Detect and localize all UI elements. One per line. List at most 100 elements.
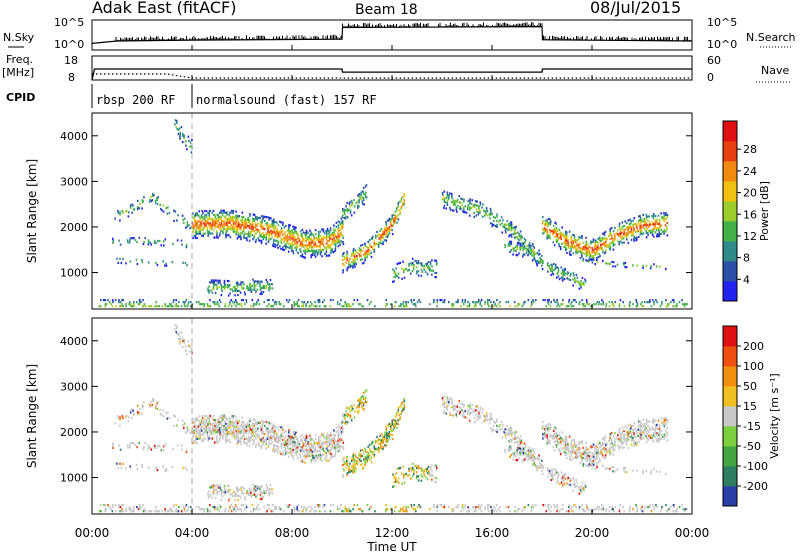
velocity-cell-405 bbox=[235, 421, 238, 424]
power-cell-2342 bbox=[594, 263, 596, 266]
power-cell-558 bbox=[265, 234, 267, 237]
power-cell-506 bbox=[255, 238, 257, 241]
power-cell-137 bbox=[179, 137, 181, 140]
power-cell-611 bbox=[274, 231, 276, 234]
velocity-cell-702 bbox=[292, 457, 295, 460]
power-cell-110 bbox=[120, 261, 123, 265]
velocity-cell-318 bbox=[220, 424, 223, 428]
velocity-cell-1859 bbox=[567, 445, 569, 448]
velocity-cell-1730 bbox=[525, 454, 528, 457]
velocity-cell-1078 bbox=[253, 487, 256, 490]
velocity-cell-2043 bbox=[612, 447, 614, 450]
power-colorbar-label-0: 4 bbox=[743, 273, 750, 286]
power-cell-2688 bbox=[344, 301, 346, 304]
velocity-cell-1469 bbox=[443, 411, 445, 415]
power-cell-987 bbox=[210, 281, 212, 284]
power-cell-1934 bbox=[585, 236, 587, 239]
power-cell-2747 bbox=[403, 305, 405, 308]
velocity-cell-1183 bbox=[362, 458, 365, 461]
power-cell-1865 bbox=[570, 253, 572, 256]
power-cell-1613 bbox=[508, 224, 510, 228]
power-cell-515 bbox=[256, 228, 259, 231]
power-cell-1383 bbox=[392, 268, 394, 271]
power-cell-1479 bbox=[446, 201, 449, 204]
velocity-cell-497 bbox=[252, 418, 255, 421]
velocity-cell-1673 bbox=[532, 450, 534, 453]
power-cell-2501 bbox=[199, 303, 201, 306]
power-cell-2664 bbox=[323, 299, 326, 302]
velocity-cell-1396 bbox=[398, 467, 400, 470]
power-cell-885 bbox=[326, 232, 328, 235]
velocity-cell-1771 bbox=[544, 425, 547, 428]
velocity-cell-602 bbox=[273, 429, 275, 432]
power-cell-1399 bbox=[401, 267, 403, 270]
power-cell-1506 bbox=[457, 204, 459, 207]
velocity-cell-805 bbox=[310, 444, 313, 447]
power-cell-1167 bbox=[356, 258, 359, 261]
velocity-cell-717 bbox=[293, 437, 296, 440]
power-cell-621 bbox=[276, 227, 278, 230]
velocity-cell-1075 bbox=[253, 493, 256, 496]
power-cell-1067 bbox=[249, 282, 251, 285]
velocity-cell-1124 bbox=[343, 461, 346, 464]
velocity-cell-1137 bbox=[348, 467, 350, 470]
power-cell-1086 bbox=[257, 280, 260, 283]
velocity-cell-506 bbox=[255, 443, 257, 446]
power-cell-229 bbox=[203, 222, 206, 225]
power-cell-471 bbox=[247, 216, 249, 219]
velocity-cell-711 bbox=[292, 430, 294, 433]
power-cell-2743 bbox=[400, 305, 402, 308]
power-cell-2197 bbox=[651, 221, 654, 224]
frequency-line bbox=[91, 68, 692, 81]
power-cell-574 bbox=[268, 233, 270, 236]
power-cell-1256 bbox=[385, 229, 388, 232]
velocity-cell-752 bbox=[301, 446, 303, 449]
power-cell-1995 bbox=[600, 245, 602, 249]
power-cell-1958 bbox=[591, 247, 594, 250]
velocity-cell-339 bbox=[225, 441, 227, 444]
velocity-cell-347 bbox=[224, 420, 227, 423]
velocity-cell-1529 bbox=[467, 408, 470, 412]
power-cell-40 bbox=[156, 198, 158, 202]
power-cell-956 bbox=[339, 243, 341, 246]
power-cell-951 bbox=[337, 230, 339, 233]
power-cell-1220 bbox=[375, 242, 377, 245]
power-cell-448 bbox=[243, 220, 245, 223]
velocity-cell-1522 bbox=[463, 405, 465, 408]
power-cell-1329 bbox=[344, 217, 347, 220]
power-cell-2116 bbox=[632, 229, 634, 233]
velocity-cell-473 bbox=[248, 440, 251, 443]
velocity-cell-1517 bbox=[461, 409, 463, 412]
velocity-cell-492 bbox=[251, 430, 254, 433]
velocity-cell-113 bbox=[129, 465, 131, 468]
power-cell-1807 bbox=[555, 234, 557, 238]
velocity-cell-1652 bbox=[521, 447, 524, 450]
power-cell-1356 bbox=[358, 205, 360, 208]
velocity-cell-1930 bbox=[585, 451, 588, 455]
velocity-cell-147 bbox=[183, 339, 185, 342]
power-cell-159 bbox=[192, 237, 194, 240]
velocity-cell-853 bbox=[319, 445, 322, 449]
power-cell-1894 bbox=[576, 247, 578, 250]
noise-panel: N.Sky 10^5 10^0 10^5 10^0 N.Search bbox=[3, 16, 796, 51]
velocity-cell-407 bbox=[235, 415, 237, 418]
power-cell-273 bbox=[211, 211, 213, 215]
power-cell-2550 bbox=[236, 303, 239, 306]
power-cell-1056 bbox=[242, 287, 245, 290]
velocity-cell-1143 bbox=[351, 465, 353, 469]
velocity-cell-1280 bbox=[391, 429, 394, 432]
power-cell-372 bbox=[229, 215, 232, 218]
power-cell-932 bbox=[334, 245, 337, 248]
velocity-cell-1387 bbox=[393, 475, 396, 478]
power-cell-1217 bbox=[373, 244, 376, 247]
power-cell-2482 bbox=[180, 305, 183, 308]
velocity-cell-1411 bbox=[410, 467, 412, 470]
velocity-cell-1603 bbox=[505, 436, 507, 439]
velocity-cell-1821 bbox=[558, 437, 561, 440]
velocity-cell-123 bbox=[165, 469, 168, 472]
power-cell-1266 bbox=[386, 219, 389, 222]
velocity-cell-285 bbox=[214, 427, 217, 430]
power-cell-169 bbox=[193, 224, 196, 227]
velocity-cell-206 bbox=[199, 427, 202, 430]
power-cell-1404 bbox=[404, 268, 406, 271]
